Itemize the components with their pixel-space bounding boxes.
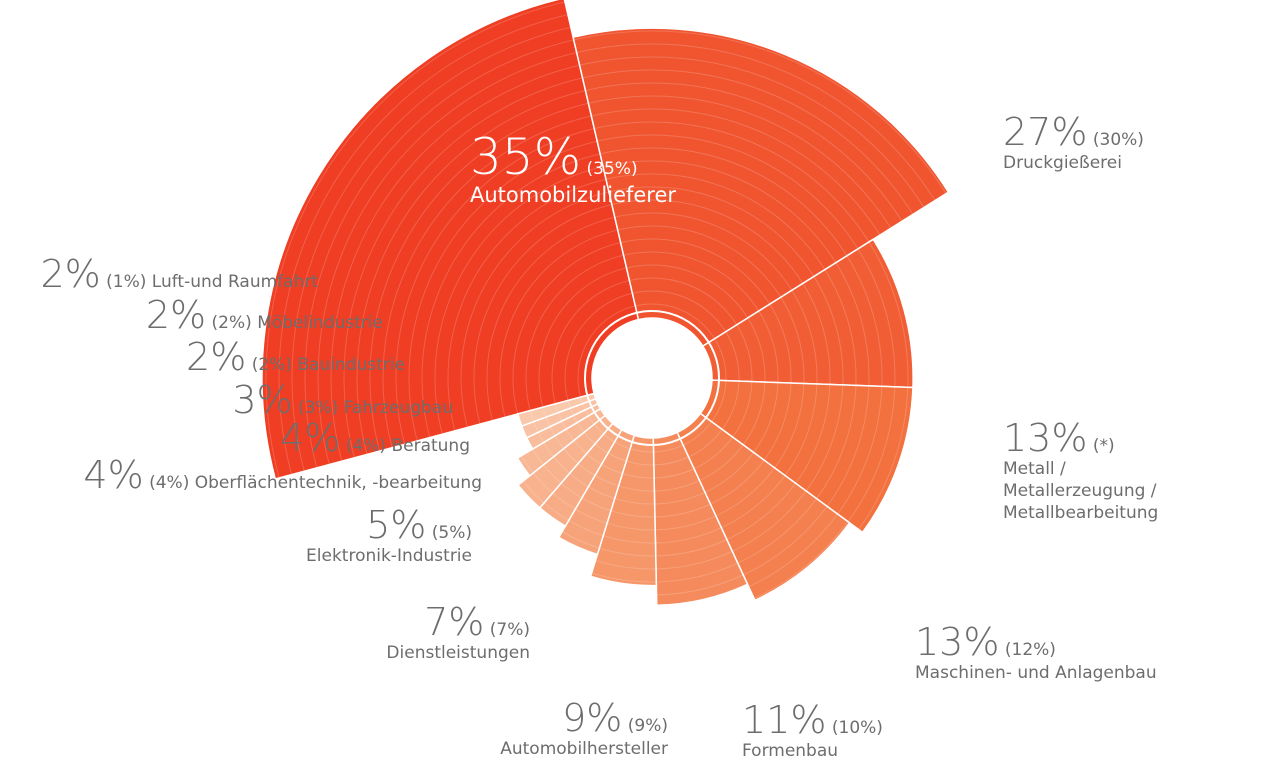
stripe	[356, 82, 948, 674]
segment	[676, 412, 851, 602]
segment-label: 2% (2%) Möbelindustrie	[146, 295, 383, 335]
value-label: 2%	[145, 293, 207, 337]
previous-label: (*)	[1092, 436, 1115, 456]
segment-label: 7% (7%) Dienstleistungen	[386, 602, 530, 664]
category-label: Elektronik-Industrie	[306, 546, 472, 566]
segment-label: 2% (2%) Bauindustrie	[186, 337, 405, 377]
segment	[572, 27, 950, 348]
stripe	[564, 290, 740, 466]
stripe	[473, 199, 831, 557]
category-label: Bauindustrie	[297, 355, 405, 375]
segment	[516, 407, 607, 477]
segment-label: 13% (*) Metall / Metallerzeugung / Metal…	[1003, 418, 1213, 524]
value-label: 11%	[742, 698, 827, 742]
category-label: Druckgießerei	[1003, 153, 1122, 173]
previous-label: (5%)	[431, 523, 472, 543]
segment	[516, 392, 597, 428]
stripe	[330, 56, 974, 700]
value-label: 13%	[915, 620, 1000, 664]
category-label: Maschinen- und Anlagenbau	[915, 663, 1157, 683]
stripe	[317, 43, 987, 713]
stripe	[577, 303, 727, 453]
stripe	[265, 0, 1039, 764]
segment-label: 3% (3%) Fahrzeugbau	[232, 380, 453, 420]
previous-label: (30%)	[1092, 130, 1144, 150]
stripe	[408, 134, 896, 622]
value-label: 2%	[186, 335, 247, 379]
segment-label: 4% (4%) Beratung	[280, 418, 470, 458]
segment-label: 35% (35%) Automobilzulieferer	[470, 130, 676, 206]
stripe	[525, 251, 779, 505]
stripe	[499, 225, 805, 531]
previous-label: (2%)	[211, 313, 252, 333]
value-label: 4%	[280, 416, 341, 460]
stripe	[551, 277, 753, 479]
stripe	[395, 121, 909, 635]
segment-label: 4% (4%) Oberflächentechnik, -bearbeitung	[83, 455, 482, 495]
stripe	[304, 30, 1000, 726]
value-label: 7%	[424, 600, 485, 644]
stripe	[278, 4, 1026, 752]
stripe	[343, 69, 961, 687]
category-label: Fahrzeugbau	[343, 398, 453, 418]
value-label: 3%	[232, 378, 293, 422]
previous-label: (4%)	[149, 473, 190, 493]
category-label: Oberflächentechnik, -bearbeitung	[194, 473, 482, 493]
category-label: Luft-und Raumfahrt	[151, 272, 318, 292]
segment	[652, 431, 749, 607]
previous-label: (4%)	[345, 436, 387, 456]
previous-label: (2%)	[251, 355, 292, 375]
previous-label: (35%)	[586, 159, 638, 179]
segment-label: 2% (1%) Luft-und Raumfahrt	[40, 254, 318, 294]
stripe	[486, 212, 818, 544]
segment-label: 9% (9%) Automobilhersteller	[500, 698, 668, 760]
stripe	[447, 173, 857, 583]
value-label: 2%	[40, 252, 101, 296]
segment	[699, 379, 914, 534]
category-label: Formenbau	[742, 741, 839, 761]
value-label: 4%	[83, 453, 144, 497]
previous-label: (10%)	[831, 718, 883, 738]
category-label: Dienstleistungen	[386, 643, 530, 663]
category-label: Automobilhersteller	[500, 739, 668, 759]
value-label: 5%	[366, 503, 427, 547]
segment	[589, 434, 658, 587]
stripe	[538, 264, 766, 492]
previous-label: (7%)	[489, 620, 530, 640]
category-label: Automobilzulieferer	[470, 183, 677, 207]
stripe	[382, 108, 922, 648]
value-label: 27%	[1003, 110, 1088, 154]
previous-label: (1%)	[106, 272, 147, 292]
segment-label: 27% (30%) Druckgießerei	[1003, 112, 1144, 174]
segment	[557, 428, 636, 556]
category-label: Metall / Metallerzeugung / Metallbearbei…	[1003, 459, 1159, 523]
previous-label: (12%)	[1004, 640, 1056, 660]
value-label: 35%	[470, 128, 582, 186]
segment-label: 13% (12%) Maschinen- und Anlagenbau	[915, 622, 1157, 684]
stripe	[460, 186, 844, 570]
stripe	[369, 95, 935, 661]
segment	[261, 0, 640, 480]
segment-label: 5% (5%) Elektronik-Industrie	[306, 505, 472, 567]
segment	[701, 238, 914, 389]
stripe	[512, 238, 792, 518]
segment-label: 11% (10%) Formenbau	[742, 700, 883, 762]
category-label: Möbelindustrie	[257, 313, 383, 333]
value-label: 13%	[1003, 416, 1088, 460]
category-label: Beratung	[391, 436, 470, 456]
stripe	[252, 0, 1052, 764]
previous-label: (9%)	[627, 716, 668, 736]
stripe	[434, 160, 870, 596]
segment	[516, 414, 614, 509]
stripe	[421, 147, 883, 609]
value-label: 9%	[562, 696, 623, 740]
stripe	[291, 17, 1013, 739]
previous-label: (3%)	[298, 398, 339, 418]
inner-ring	[584, 310, 720, 446]
